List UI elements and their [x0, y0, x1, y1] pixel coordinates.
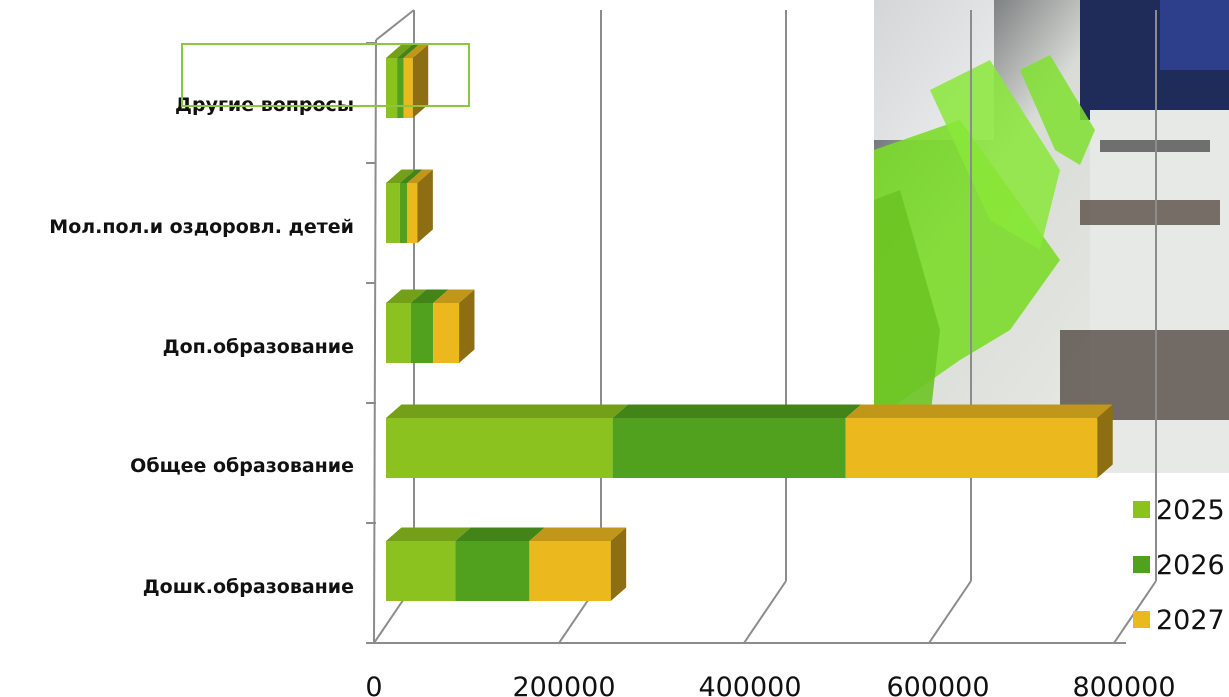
bar-top-face: [410, 289, 449, 303]
bar-front-face: [529, 541, 611, 601]
bar-front-face: [399, 183, 408, 243]
legend-label-2025: 2025: [1156, 495, 1225, 526]
bar-front-face: [407, 183, 418, 243]
bar-segment: [529, 527, 627, 601]
bar-front-face: [845, 418, 1098, 478]
bar-front-face: [386, 183, 400, 243]
bar-segment: [386, 404, 629, 478]
category-label: Доп.образование: [163, 336, 354, 358]
bar-top-face: [386, 404, 629, 418]
bar-top-face: [403, 44, 429, 58]
bar-front-face: [386, 58, 398, 118]
bar-top-face: [386, 44, 413, 58]
legend-swatch-2026: [1133, 556, 1150, 573]
x-tick-label: 400000: [698, 672, 801, 697]
bar-segment: [386, 527, 471, 601]
bar-segment: [407, 169, 433, 243]
legend-label-2027: 2027: [1156, 605, 1225, 636]
bar-segment: [410, 289, 449, 363]
x-tick-label: 0: [365, 672, 382, 697]
bar-top-face: [386, 169, 416, 183]
bar-segment: [433, 289, 475, 363]
bar-side-face: [412, 44, 429, 118]
bar-top-face: [399, 169, 423, 183]
floor-line: [928, 580, 972, 644]
bar-front-face: [612, 418, 846, 478]
floor-line: [743, 580, 787, 644]
legend-swatch-2027: [1133, 611, 1150, 628]
bar-segment: [386, 289, 427, 363]
bar-top-face: [433, 289, 475, 303]
legend-item-2026: 2026: [1133, 550, 1225, 581]
x-tick-label: 800000: [1072, 672, 1175, 697]
category-label: Мол.пол.и оздоровл. детей: [49, 216, 354, 238]
bar-segment: [386, 169, 416, 243]
lab-photo: [874, 0, 1229, 473]
bar-segment: [399, 169, 423, 243]
value-axis-labels: 0 200000 400000 600000 800000: [365, 672, 1175, 697]
bar-segment: [845, 404, 1113, 478]
bar-segment: [455, 527, 545, 601]
bar-front-face: [386, 541, 456, 601]
bar-front-face: [403, 58, 413, 118]
bar-front-face: [386, 418, 613, 478]
category-axis-labels: Дошк.образование Общее образование Доп.обр…: [49, 94, 354, 598]
bar-segment: [386, 44, 413, 118]
bar-front-face: [397, 58, 404, 118]
legend-item-2025: 2025: [1133, 495, 1225, 526]
legend-swatch-2025: [1133, 501, 1150, 518]
bar-front-face: [386, 303, 411, 363]
bar-segment: [612, 404, 862, 478]
bar-top-face: [386, 289, 427, 303]
bar-side-face: [459, 289, 475, 363]
bar-side-face: [610, 527, 627, 601]
bar-side-face: [417, 169, 433, 243]
bar-top-face: [612, 404, 862, 418]
bar-top-face: [397, 44, 419, 58]
top-axis-edge: [375, 9, 415, 41]
bar-front-face: [433, 303, 460, 363]
bar-top-face: [529, 527, 627, 541]
bar-front-face: [455, 541, 530, 601]
legend-label-2026: 2026: [1156, 550, 1225, 581]
bar-side-face: [1097, 404, 1113, 478]
x-tick-label: 600000: [886, 672, 989, 697]
bar-segment: [403, 44, 429, 118]
bar-series: [386, 44, 1113, 601]
bar-front-face: [410, 303, 434, 363]
legend-item-2027: 2027: [1133, 605, 1225, 636]
category-axis-line: [373, 39, 377, 644]
bar-top-face: [455, 527, 545, 541]
bar-top-face: [845, 404, 1113, 418]
bar-top-face: [407, 169, 433, 183]
legend: 2025 2026 2027: [1133, 495, 1225, 636]
bar-segment: [397, 44, 419, 118]
category-label: Дошк.образование: [143, 576, 354, 598]
category-label: Общее образование: [130, 455, 354, 477]
x-tick-label: 200000: [512, 672, 615, 697]
bar-top-face: [386, 527, 471, 541]
highlight-box: [181, 43, 470, 107]
